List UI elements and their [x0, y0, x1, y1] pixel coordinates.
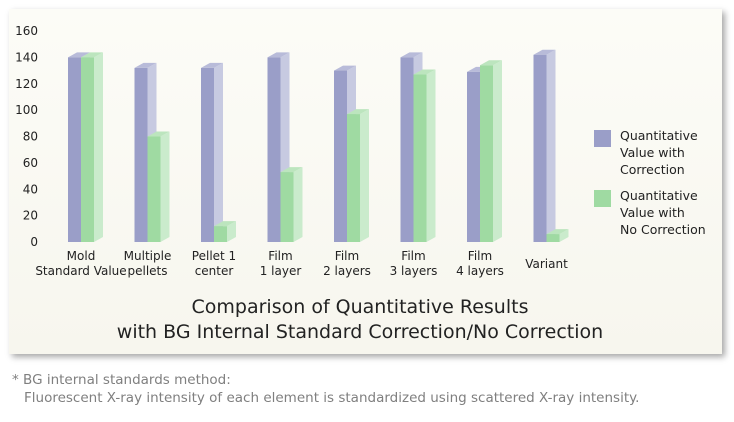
- bar: [400, 57, 414, 242]
- bar-top: [147, 131, 170, 137]
- chart-title-line1: Comparison of Quantitative Results: [191, 296, 529, 318]
- bar: [68, 57, 81, 242]
- legend-label-no-correction: Quantitative Value with No Correction: [620, 188, 706, 237]
- bar: [334, 70, 347, 242]
- bar-top: [267, 52, 290, 58]
- bar-chart: 0 20 40 60 80 100 120 140 160 Mold Standard ValueM…: [15, 24, 569, 278]
- bar: [267, 57, 281, 242]
- bar: [413, 74, 427, 242]
- bar: [467, 71, 480, 242]
- bar-side: [493, 60, 502, 242]
- bar-top: [480, 60, 502, 66]
- bar: [147, 136, 161, 242]
- y-tick-label: 80: [23, 130, 38, 144]
- y-tick-label: 0: [30, 235, 38, 249]
- legend-swatch-correction: [594, 130, 611, 147]
- x-tick-label: Pellet 1 center: [192, 249, 236, 278]
- y-tick-label: 140: [15, 50, 38, 64]
- y-tick-label: 40: [23, 182, 38, 196]
- bar-side: [559, 229, 569, 242]
- bar-side: [546, 49, 556, 242]
- bar-top: [214, 221, 236, 227]
- bar: [533, 54, 547, 242]
- x-tick-label: Film 2 layers: [323, 249, 371, 278]
- bar-top: [546, 229, 569, 235]
- bar: [81, 57, 94, 242]
- footnote: * BG internal standards method: Fluoresc…: [12, 371, 639, 407]
- bar-side: [426, 69, 436, 242]
- bar-top: [280, 167, 303, 173]
- legend-swatch-no-correction: [594, 190, 611, 207]
- footnote-line1: * BG internal standards method:: [12, 372, 231, 388]
- y-tick-label: 100: [15, 103, 38, 117]
- bar: [480, 65, 493, 242]
- bar-top: [134, 62, 157, 68]
- x-tick-label: Film 1 layer: [260, 249, 302, 278]
- bar-top: [68, 52, 90, 58]
- bar-side: [214, 62, 223, 242]
- bar: [546, 234, 560, 242]
- bar: [280, 172, 294, 242]
- x-tick-label: Variant: [525, 257, 568, 271]
- bar-top: [400, 52, 423, 58]
- y-tick-label: 120: [15, 77, 38, 91]
- y-tick-label: 20: [23, 209, 38, 223]
- legend-item-correction: Quantitative Value with Correction: [594, 127, 724, 187]
- bar-top: [201, 62, 223, 68]
- bar: [201, 67, 214, 242]
- x-tick-label: Multiple pellets: [124, 249, 172, 278]
- x-tick-label: Film 4 layers: [456, 249, 504, 278]
- bar-top: [533, 49, 556, 55]
- bar: [134, 67, 148, 242]
- chart-title-line2: with BG Internal Standard Correction/No …: [116, 321, 604, 343]
- bar-side: [360, 109, 369, 242]
- bar-top: [413, 69, 436, 75]
- x-tick-label: Mold Standard Value: [35, 249, 126, 278]
- y-tick-label: 160: [15, 24, 38, 38]
- y-tick-label: 60: [23, 156, 38, 170]
- bar-top: [334, 65, 356, 71]
- bar: [347, 114, 360, 242]
- footnote-line2: Fluorescent X-ray intensity of each elem…: [24, 390, 640, 406]
- bar-top: [347, 109, 369, 115]
- x-tick-label: Film 3 layers: [390, 249, 438, 278]
- bar-side: [227, 221, 236, 242]
- bar-side: [160, 131, 170, 242]
- bar: [214, 226, 227, 242]
- legend-label-correction: Quantitative Value with Correction: [620, 128, 698, 177]
- bar-side: [94, 52, 103, 242]
- legend-item-no-correction: Quantitative Value with No Correction: [594, 187, 724, 247]
- legend: Quantitative Value with Correction Quant…: [594, 127, 724, 247]
- bar-top: [81, 52, 103, 58]
- bar-side: [293, 167, 303, 242]
